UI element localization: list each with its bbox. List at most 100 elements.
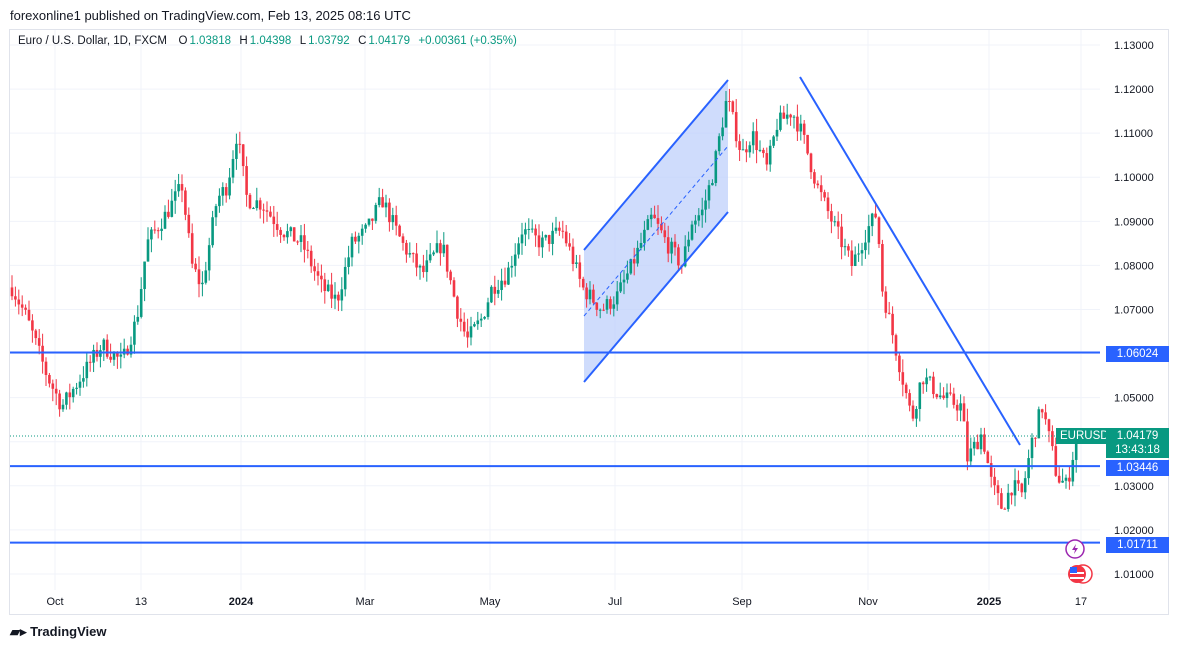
candle-body: [768, 145, 772, 165]
candle-body: [629, 259, 633, 274]
candle-body: [326, 284, 330, 292]
candle-body: [578, 262, 582, 279]
candle-body: [683, 246, 687, 267]
candle-body: [714, 151, 718, 184]
candle-body: [751, 131, 755, 146]
candle-body: [279, 229, 282, 235]
price-tick: 1.12000: [1114, 84, 1154, 96]
symbol-name[interactable]: Euro / U.S. Dollar, 1D, FXCM: [18, 35, 167, 47]
candle-body: [496, 290, 500, 294]
close-value: 1.04179: [368, 35, 410, 47]
candle-body: [592, 289, 595, 303]
candle-body: [153, 229, 157, 231]
candle-body: [904, 384, 908, 394]
candle-body: [439, 243, 442, 254]
symbol-tag: EURUSD: [1056, 428, 1113, 444]
candle-body: [221, 187, 225, 196]
candle-body: [945, 392, 949, 399]
candle-body: [1034, 437, 1037, 439]
candle-body: [864, 242, 867, 251]
candle-body: [99, 350, 102, 357]
candle-body: [252, 208, 255, 210]
time-tick: 2024: [229, 596, 254, 608]
candle-body: [490, 286, 493, 303]
high-label: H: [239, 35, 248, 47]
chart-frame[interactable]: [9, 29, 1169, 615]
candle-body: [476, 320, 480, 325]
candle-body: [707, 185, 711, 201]
low-label: L: [299, 35, 307, 47]
candle-body: [299, 235, 303, 242]
candle-body: [568, 243, 571, 247]
candle-body: [330, 284, 333, 299]
price-tick: 1.08000: [1114, 260, 1154, 272]
candle-body: [143, 261, 146, 290]
candle-body: [306, 249, 310, 251]
candle-body: [622, 279, 626, 283]
candle-body: [867, 226, 871, 243]
candle-body: [238, 143, 242, 145]
candle-body: [717, 136, 721, 152]
candle-body: [802, 123, 806, 135]
candle-body: [255, 200, 259, 209]
price-tick: 1.13000: [1114, 40, 1154, 52]
candle-body: [462, 321, 466, 332]
candle-body: [68, 392, 72, 398]
tradingview-logo[interactable]: ▰▸ TradingView: [10, 624, 106, 640]
candle-body: [500, 280, 503, 291]
candle-body: [48, 374, 51, 384]
candle-body: [14, 296, 17, 300]
candle-body: [561, 230, 565, 232]
candle-body: [269, 211, 272, 217]
candle-body: [133, 321, 136, 345]
candle-body: [303, 235, 306, 250]
candle-body: [758, 149, 762, 151]
candle-body: [785, 114, 789, 119]
low-value: 1.03792: [308, 35, 350, 47]
candle-body: [27, 309, 31, 321]
candle-body: [415, 253, 418, 268]
candle-body: [445, 244, 449, 272]
candle-body: [493, 286, 497, 294]
candle-body: [275, 224, 279, 230]
candle-body: [670, 241, 673, 254]
candle-body: [615, 291, 619, 305]
candle-body: [483, 316, 486, 319]
candle-body: [809, 153, 813, 173]
candle-body: [646, 219, 650, 230]
time-tick: Mar: [356, 596, 375, 608]
candle-body: [187, 214, 191, 234]
channel-mid-line: [583, 145, 729, 317]
candle-body: [748, 145, 752, 153]
candle-body: [870, 213, 874, 227]
candle-body: [374, 205, 378, 221]
candle-body: [343, 266, 347, 290]
candle-body: [527, 228, 531, 230]
price-tick: 1.09000: [1114, 216, 1154, 228]
candle-body: [231, 158, 235, 178]
candle-body: [428, 254, 432, 261]
candle-body: [966, 421, 969, 462]
price-tick: 1.11000: [1114, 128, 1153, 140]
candle-body: [207, 245, 211, 271]
candle-body: [425, 260, 429, 273]
candle-body: [177, 184, 180, 192]
candle-body: [673, 241, 677, 248]
open-value: 1.03818: [189, 35, 232, 47]
candle-body: [102, 339, 106, 351]
lightning-icon: [1065, 539, 1085, 559]
candle-body: [194, 263, 197, 270]
candle-body: [20, 304, 24, 308]
level-tag-2: 1.03446: [1106, 460, 1169, 476]
candle-body: [796, 116, 799, 132]
candle-body: [449, 271, 452, 281]
channel-upper-line: [583, 79, 729, 251]
candle-body: [571, 246, 575, 264]
candle-body: [898, 355, 901, 373]
candle-body: [874, 213, 877, 218]
time-tick: Oct: [46, 596, 63, 608]
candle-body: [816, 183, 820, 186]
candle-body: [466, 331, 469, 338]
